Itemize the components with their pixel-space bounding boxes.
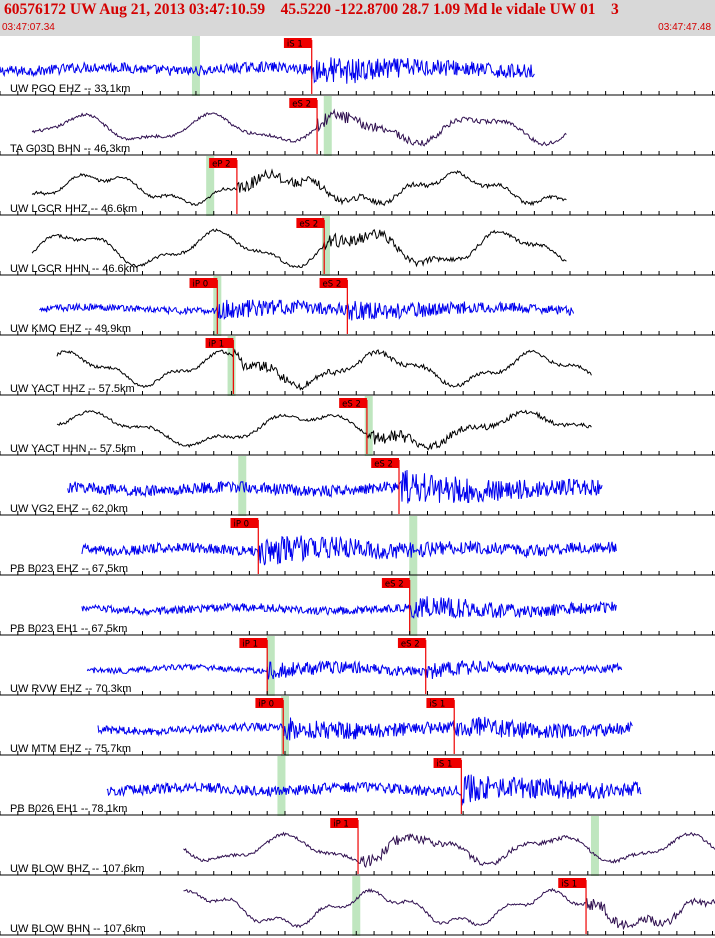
trace-line [183, 887, 715, 931]
pick-label: eS 2 [342, 400, 361, 410]
pick-label: eS 2 [401, 640, 420, 650]
trace-line [56, 409, 592, 451]
station-label: UW LGCR HHZ -- 46.6km [10, 203, 137, 215]
pick-label: iS 1 [561, 880, 577, 890]
station-label: UW KMO EHZ -- 49.9km [10, 323, 131, 335]
pick-flag [330, 818, 359, 828]
pick-label: iS 1 [287, 40, 303, 50]
pick-label: iP 0 [193, 280, 209, 290]
pick-label: eS 2 [323, 280, 342, 290]
station-label: UW BLOW BHZ -- 107.6km [10, 863, 144, 875]
pick-flag [239, 638, 268, 648]
pick-window [238, 456, 247, 516]
pick-window [321, 216, 330, 276]
trace-line [106, 774, 642, 806]
trace-line [39, 299, 575, 321]
trace-line [81, 596, 617, 619]
pick-window [277, 756, 286, 816]
trace-line [67, 469, 603, 504]
pick-window [409, 576, 418, 636]
station-label: UW MTM EHZ -- 75.7km [10, 743, 131, 755]
station-label: UW LGCR HHN -- 46.6km [10, 263, 138, 275]
pick-flag [230, 518, 259, 528]
trace-line [31, 228, 567, 269]
pick-flag [371, 458, 400, 468]
pick-flag [205, 338, 234, 348]
seismogram-plot: iS 1 UW PGO EHZ -- 33.1km eS 2 TA G03D BHN … [0, 36, 715, 936]
station-label: PB B023 EHZ -- 67.5km [10, 563, 128, 575]
pick-window [352, 876, 361, 936]
pick-flag [433, 758, 462, 768]
trace-line [56, 348, 592, 391]
trace-line [0, 57, 535, 84]
trace-line [86, 660, 623, 680]
end-time-label: 03:47:47.48 [658, 22, 711, 33]
pick-flag [283, 38, 312, 48]
pick-flag [289, 98, 318, 108]
trace-line [81, 535, 617, 566]
pick-label: eS 2 [299, 220, 318, 230]
pick-window [206, 156, 215, 216]
station-label: TA G03D BHN -- 46.3km [10, 143, 130, 155]
pick-flag [319, 278, 348, 288]
station-label: UW BLOW BHN -- 107.6km [10, 923, 146, 935]
pick-flag [397, 638, 426, 648]
pick-flag [426, 698, 455, 708]
pick-label: iP 1 [333, 820, 349, 830]
station-label: UW RVW EHZ -- 70.3km [10, 683, 131, 695]
pick-window [191, 36, 200, 96]
pick-flag [339, 398, 367, 408]
pick-label: eS 2 [374, 460, 393, 470]
pick-window [227, 336, 236, 396]
pick-window [281, 696, 290, 756]
pick-label: iS 1 [437, 760, 453, 770]
pick-label: eS 2 [292, 100, 311, 110]
pick-window [590, 816, 599, 876]
pick-label: iP 0 [233, 520, 249, 530]
pick-label: iS 1 [429, 700, 445, 710]
trace-line [97, 716, 633, 741]
start-time-label: 03:47:07.34 [2, 22, 55, 33]
station-label: UW PGO EHZ -- 33.1km [10, 83, 130, 95]
event-title: 60576172 UW Aug 21, 2013 03:47:10.59 45.… [4, 1, 619, 18]
station-label: PB B026 EH1 -- 78.1km [10, 803, 127, 815]
trace-line [31, 168, 567, 207]
station-label: UW YACT HHZ -- 57.5km [10, 383, 135, 395]
pick-label: eS 2 [385, 580, 404, 590]
pick-label: iP 0 [258, 700, 274, 710]
station-label: PB B023 EH1 -- 67.5km [10, 623, 127, 635]
pick-label: iP 1 [209, 340, 225, 350]
pick-flag [255, 698, 284, 708]
pick-label: eP 2 [212, 160, 230, 170]
station-label: UW YACT HHN -- 57.5km [10, 443, 136, 455]
pick-flag [381, 578, 410, 588]
header-bar: 60576172 UW Aug 21, 2013 03:47:10.59 45.… [0, 0, 715, 36]
pick-flag [296, 218, 325, 228]
pick-window [364, 396, 373, 456]
pick-label: iP 1 [242, 640, 258, 650]
station-label: UW VG2 EHZ -- 62.0km [10, 503, 128, 515]
pick-flag [209, 158, 237, 168]
pick-flag [558, 878, 587, 888]
trace-line [31, 108, 567, 147]
trace-line [183, 831, 715, 869]
pick-window [323, 96, 332, 156]
pick-flag [189, 278, 218, 288]
